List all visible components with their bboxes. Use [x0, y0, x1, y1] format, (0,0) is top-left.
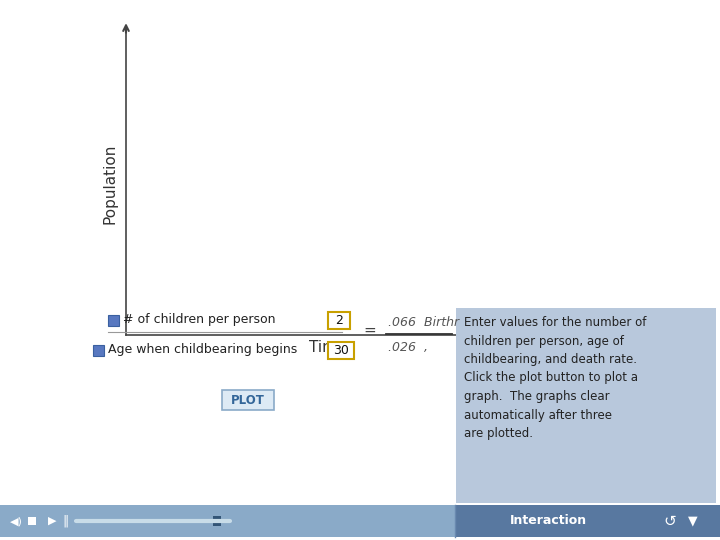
Text: =: =	[364, 322, 377, 338]
Text: Interaction: Interaction	[510, 515, 587, 528]
Text: 30: 30	[333, 344, 349, 357]
Text: ▶: ▶	[48, 516, 56, 526]
Y-axis label: Population: Population	[103, 144, 117, 224]
Bar	[93, 345, 104, 356]
Text: ↺: ↺	[664, 514, 676, 529]
Bar	[328, 342, 354, 359]
Bar	[328, 312, 350, 329]
Text: ‖: ‖	[62, 515, 68, 528]
Text: .026  ,: .026 ,	[388, 341, 428, 354]
Bar	[28, 517, 36, 525]
Text: Enter values for the number of
children per person, age of
childbearing, and dea: Enter values for the number of children …	[464, 316, 647, 440]
Bar	[455, 505, 720, 537]
Text: ▼: ▼	[688, 515, 698, 528]
Text: # of children per person: # of children per person	[123, 314, 276, 327]
Bar	[222, 390, 274, 410]
X-axis label: Time: Time	[309, 340, 346, 355]
Bar	[456, 308, 716, 503]
Text: PLOT: PLOT	[231, 394, 265, 407]
Bar	[213, 516, 221, 526]
Bar	[108, 315, 119, 326]
Text: 2: 2	[335, 314, 343, 327]
Text: .066  Birthr: .066 Birthr	[388, 316, 459, 329]
Text: ◀): ◀)	[9, 516, 22, 526]
Text: Age when childbearing begins: Age when childbearing begins	[108, 343, 297, 356]
Bar	[0, 505, 455, 537]
